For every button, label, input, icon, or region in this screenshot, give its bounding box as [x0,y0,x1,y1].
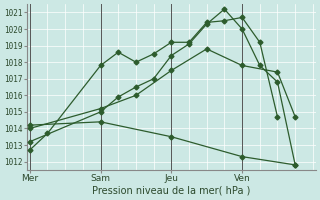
X-axis label: Pression niveau de la mer( hPa ): Pression niveau de la mer( hPa ) [92,186,251,196]
